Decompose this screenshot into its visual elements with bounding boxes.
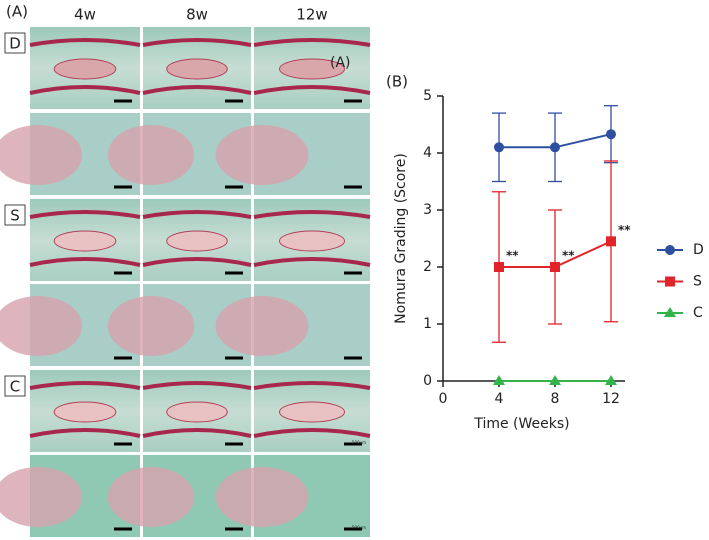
disc (166, 401, 228, 423)
marker (606, 129, 616, 140)
tissue-band (142, 85, 252, 95)
marker (550, 142, 560, 153)
inset-label: (A) (330, 55, 351, 71)
y-tick-label: 3 (423, 202, 432, 218)
marker (550, 262, 560, 272)
tissue (0, 125, 82, 185)
tissue-band (253, 85, 371, 95)
tissue-band (29, 85, 141, 95)
disc (166, 230, 228, 252)
x-axis-label: Time (Weeks) (473, 416, 569, 432)
x-tick-label: 4 (495, 391, 504, 407)
x-tick-label: 8 (551, 391, 560, 407)
tissue-band (29, 257, 141, 267)
tissue (215, 296, 309, 356)
marker (606, 236, 616, 247)
marker (493, 375, 505, 385)
marker (665, 245, 675, 255)
column-label: 12w (296, 6, 327, 24)
scale-label: 500μm (352, 525, 366, 530)
tissue-band (253, 38, 371, 47)
significance: ** (562, 249, 575, 263)
row-label-box (4, 375, 26, 397)
marker (494, 142, 504, 153)
y-tick-label: 0 (423, 373, 432, 389)
legend-label: D (693, 242, 704, 258)
tissue-band (29, 210, 141, 219)
disc (279, 401, 345, 423)
tissue-band (29, 428, 141, 438)
panel-label: (B) (386, 73, 408, 91)
tissue-band (29, 38, 141, 47)
tissue-band (142, 381, 252, 390)
tissue (215, 125, 309, 185)
tissue-band (253, 257, 371, 267)
legend-label: C (693, 305, 703, 321)
disc (53, 58, 117, 80)
row-label: S (10, 207, 20, 225)
marker (549, 375, 561, 385)
tissue-band (142, 428, 252, 438)
disc (53, 401, 117, 423)
significance: ** (618, 223, 631, 237)
panel-a: 4w 8w 12w D S C (A) 500μm 500μm (0, 6, 371, 537)
tissue-band (253, 381, 371, 390)
scale-label: 500μm (352, 440, 366, 445)
tissue (215, 467, 309, 527)
tissue-band (142, 38, 252, 47)
tissue (0, 467, 82, 527)
y-tick-label: 4 (423, 145, 432, 161)
tissue (107, 125, 195, 185)
tissue (107, 467, 195, 527)
panel-label: (A) (6, 3, 28, 21)
marker (605, 375, 617, 385)
marker (665, 276, 675, 287)
y-axis-label: Nomura Grading (Score) (393, 153, 409, 324)
significance: ** (506, 249, 519, 263)
row-label: C (10, 378, 20, 396)
disc (279, 230, 345, 252)
disc (53, 230, 117, 252)
row-label: D (9, 35, 21, 53)
tissue (0, 296, 82, 356)
tissue (107, 296, 195, 356)
row-label-box (4, 32, 26, 54)
tissue-band (142, 257, 252, 267)
y-tick-label: 1 (423, 316, 432, 332)
column-label: 4w (74, 6, 96, 24)
row-label-box (4, 204, 26, 226)
x-tick-label: 0 (439, 391, 448, 407)
disc (166, 58, 228, 80)
legend-label: S (693, 274, 702, 290)
tissue-band (253, 428, 371, 438)
marker (664, 307, 676, 317)
tissue-band (29, 381, 141, 390)
y-tick-label: 5 (423, 88, 432, 104)
tissue-band (142, 210, 252, 219)
y-tick-label: 2 (423, 259, 432, 275)
column-label: 8w (186, 6, 208, 24)
x-tick-label: 12 (602, 391, 620, 407)
marker (494, 262, 504, 272)
tissue-band (253, 210, 371, 219)
disc (279, 58, 345, 80)
